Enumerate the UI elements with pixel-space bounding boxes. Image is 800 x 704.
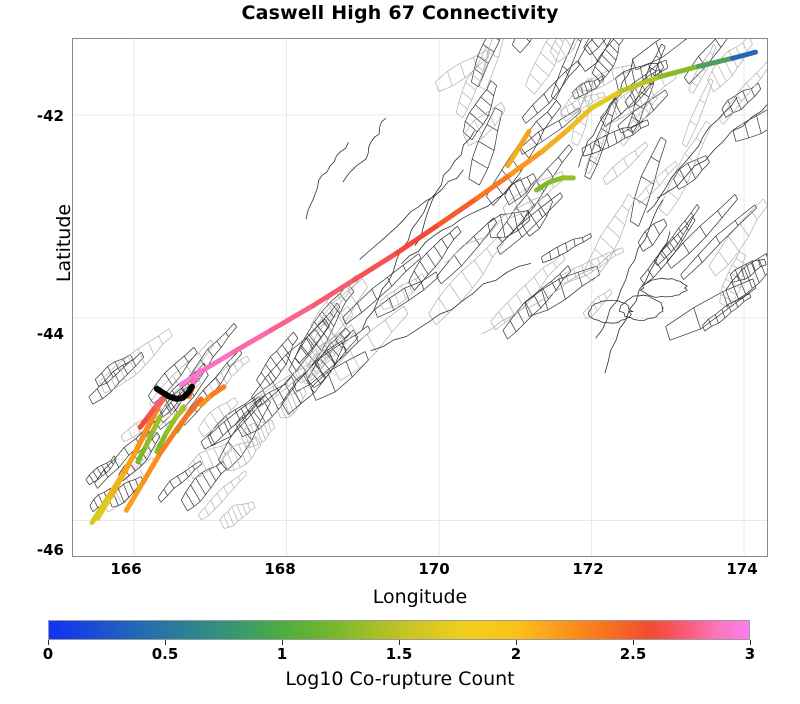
colorbar-tick-6: 3 [744,645,756,663]
highlight-fault-trace [153,383,195,402]
colorbar[interactable] [48,620,750,640]
colorbar-tick-1: 0.5 [151,645,179,663]
colorbar-tick-5: 2.5 [619,645,647,663]
background-fault-traces [85,39,767,529]
xtick-label-4: 174 [726,560,758,578]
map-plot-area [72,38,768,557]
ytick-label-1: -44 [36,325,64,343]
fault-map-svg [73,39,767,556]
colorbar-tick-4: 2 [510,645,522,663]
colorbar-tick-2: 1 [276,645,288,663]
colorbar-gradient [48,620,750,640]
ytick-label-0: -42 [36,107,64,125]
grid-lines [73,39,767,556]
xtick-label-0: 166 [110,560,142,578]
xtick-label-2: 170 [418,560,450,578]
connected-fault-traces [89,49,759,526]
colorbar-tick-3: 1.5 [385,645,413,663]
page-title: Caswell High 67 Connectivity [241,2,559,24]
xtick-label-3: 172 [572,560,604,578]
x-axis-label: Longitude [372,586,468,608]
colorbar-tick-0: 0 [42,645,54,663]
xtick-label-1: 168 [264,560,296,578]
ytick-label-2: -46 [36,541,64,559]
colorbar-label: Log10 Co-rupture Count [285,668,515,690]
